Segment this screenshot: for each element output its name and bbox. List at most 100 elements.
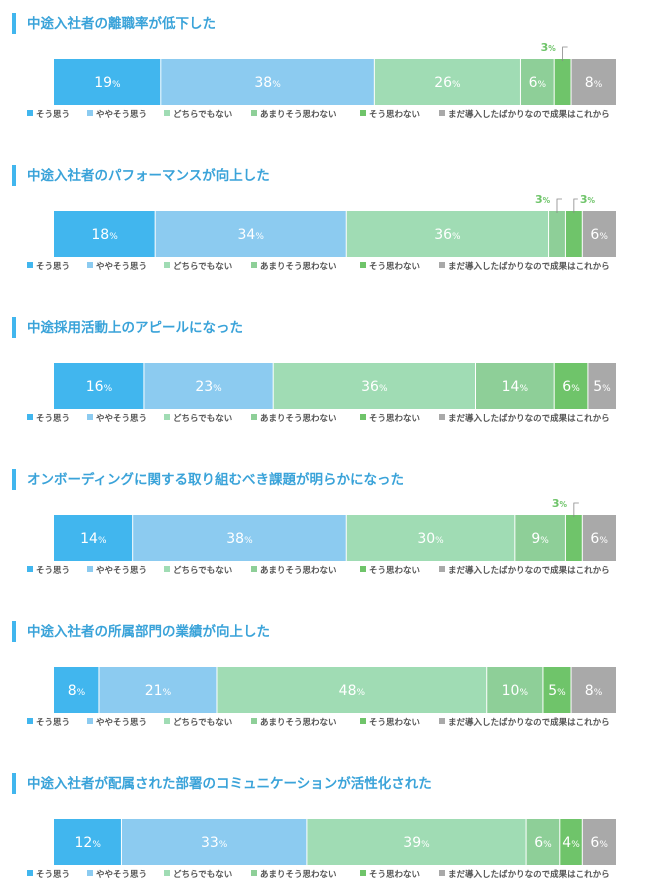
data-label: 12%: [75, 835, 102, 851]
legend-swatch: [87, 718, 93, 724]
data-label: 14%: [502, 379, 529, 395]
legend-label: ややそう思う: [96, 717, 147, 728]
bar-segment: [565, 211, 583, 257]
chart-title: 中途入社者が配属された部署のコミュニケーションが活性化された: [27, 775, 432, 792]
legend-label: あまりそう思わない: [260, 718, 337, 728]
callout-leader: [573, 502, 579, 517]
legend-label: どちらでもない: [173, 869, 232, 880]
chart-panel: 中途入社者が配属された部署のコミュニケーションが活性化された 12% 33% 39% 6…: [12, 773, 616, 880]
legend-item: どちらでもない: [164, 413, 232, 424]
bar-segment: [582, 819, 616, 865]
legend-label: ややそう思う: [96, 413, 147, 424]
legend-item: まだ導入したばかりなので成果はこれから: [439, 717, 610, 728]
data-label: 34%: [238, 227, 265, 243]
legend-swatch: [164, 870, 170, 876]
chart-panel: オンボーディングに関する取り組むべき課題が明らかになった 14% 38% 30% 9% 3…: [12, 469, 616, 576]
bar-segment: [160, 59, 375, 105]
bar-segment: [54, 667, 99, 713]
legend-label: どちらでもない: [173, 261, 232, 272]
legend-item: そう思わない: [360, 566, 420, 576]
legend-item: あまりそう思わない: [251, 870, 337, 880]
legend-swatch: [251, 566, 257, 572]
legend-swatch: [27, 870, 33, 876]
legend-label: そう思わない: [369, 566, 420, 576]
data-label: 19%: [94, 75, 121, 91]
legend-swatch: [87, 870, 93, 876]
bar-segment: [306, 819, 527, 865]
legend-swatch: [439, 718, 445, 724]
legend-item: どちらでもない: [164, 109, 232, 120]
bar-segment: [542, 667, 572, 713]
bar-segment: [526, 819, 560, 865]
legend-swatch: [251, 414, 257, 420]
chart-panel: 中途入社者の離職率が低下した 19% 38% 26% 6% 3% 8% そう思う ややそう思う ど…: [12, 13, 616, 120]
legend-item: そう思わない: [360, 414, 420, 424]
data-label: 33%: [201, 835, 228, 851]
chart-title: 中途入社者の離職率が低下した: [27, 15, 216, 32]
legend-label: どちらでもない: [173, 717, 232, 728]
legend-item: ややそう思う: [87, 261, 147, 272]
legend-swatch: [87, 262, 93, 268]
legend-label: そう思う: [36, 566, 70, 576]
data-label: 48%: [339, 683, 366, 699]
legend-item: あまりそう思わない: [251, 566, 337, 576]
legend-swatch: [360, 870, 366, 876]
legend-label: あまりそう思わない: [260, 262, 337, 272]
bar-segment: [155, 211, 347, 257]
bar-segment: [571, 667, 616, 713]
legend-item: まだ導入したばかりなので成果はこれから: [439, 565, 610, 576]
bar-segment: [273, 363, 476, 409]
bar-segment: [54, 363, 144, 409]
data-label: 6%: [590, 531, 608, 547]
data-label: 8%: [585, 75, 603, 91]
legend-item: そう思わない: [360, 870, 420, 880]
legend-swatch: [251, 870, 257, 876]
data-label: 14%: [80, 531, 107, 547]
legend-label: そう思う: [36, 262, 70, 272]
bar-segment: [98, 667, 217, 713]
legend-item: そう思う: [27, 718, 70, 728]
legend-swatch: [439, 262, 445, 268]
bar-segment: [143, 363, 274, 409]
legend-item: そう思わない: [360, 262, 420, 272]
legend-swatch: [439, 110, 445, 116]
bar-segment: [132, 515, 347, 561]
legend-item: そう思う: [27, 262, 70, 272]
bar-segment: [216, 667, 487, 713]
bar-segment: [346, 211, 549, 257]
chart-title: オンボーディングに関する取り組むべき課題が明らかになった: [27, 471, 404, 488]
legend-label: ややそう思う: [96, 261, 147, 272]
data-label: 23%: [195, 379, 222, 395]
legend-swatch: [360, 718, 366, 724]
legend-item: どちらでもない: [164, 565, 232, 576]
legend-item: そう思う: [27, 414, 70, 424]
legend-item: ややそう思う: [87, 717, 147, 728]
legend-swatch: [251, 262, 257, 268]
data-label: 10%: [502, 683, 529, 699]
legend-item: まだ導入したばかりなので成果はこれから: [439, 869, 610, 880]
title-accent-bar: [12, 469, 16, 490]
legend-label: あまりそう思わない: [260, 110, 337, 120]
legend-swatch: [360, 262, 366, 268]
legend-item: ややそう思う: [87, 413, 147, 424]
data-label: 5%: [593, 379, 611, 395]
bar-segment: [565, 515, 583, 561]
legend-label: そう思わない: [369, 110, 420, 120]
bar-segment: [54, 59, 161, 105]
legend-label: まだ導入したばかりなので成果はこれから: [448, 413, 610, 424]
legend-label: まだ導入したばかりなので成果はこれから: [448, 109, 610, 120]
legend-label: そう思う: [36, 414, 70, 424]
data-label: 38%: [226, 531, 253, 547]
bar-segment: [554, 59, 572, 105]
bar-segment: [587, 363, 616, 409]
bar-segment: [520, 59, 555, 105]
title-accent-bar: [12, 13, 16, 34]
bar-segment: [548, 211, 566, 257]
legend-swatch: [27, 566, 33, 572]
legend-item: まだ導入したばかりなので成果はこれから: [439, 413, 610, 424]
legend-swatch: [439, 414, 445, 420]
legend-swatch: [27, 262, 33, 268]
legend-swatch: [360, 566, 366, 572]
bar-segment: [54, 211, 156, 257]
